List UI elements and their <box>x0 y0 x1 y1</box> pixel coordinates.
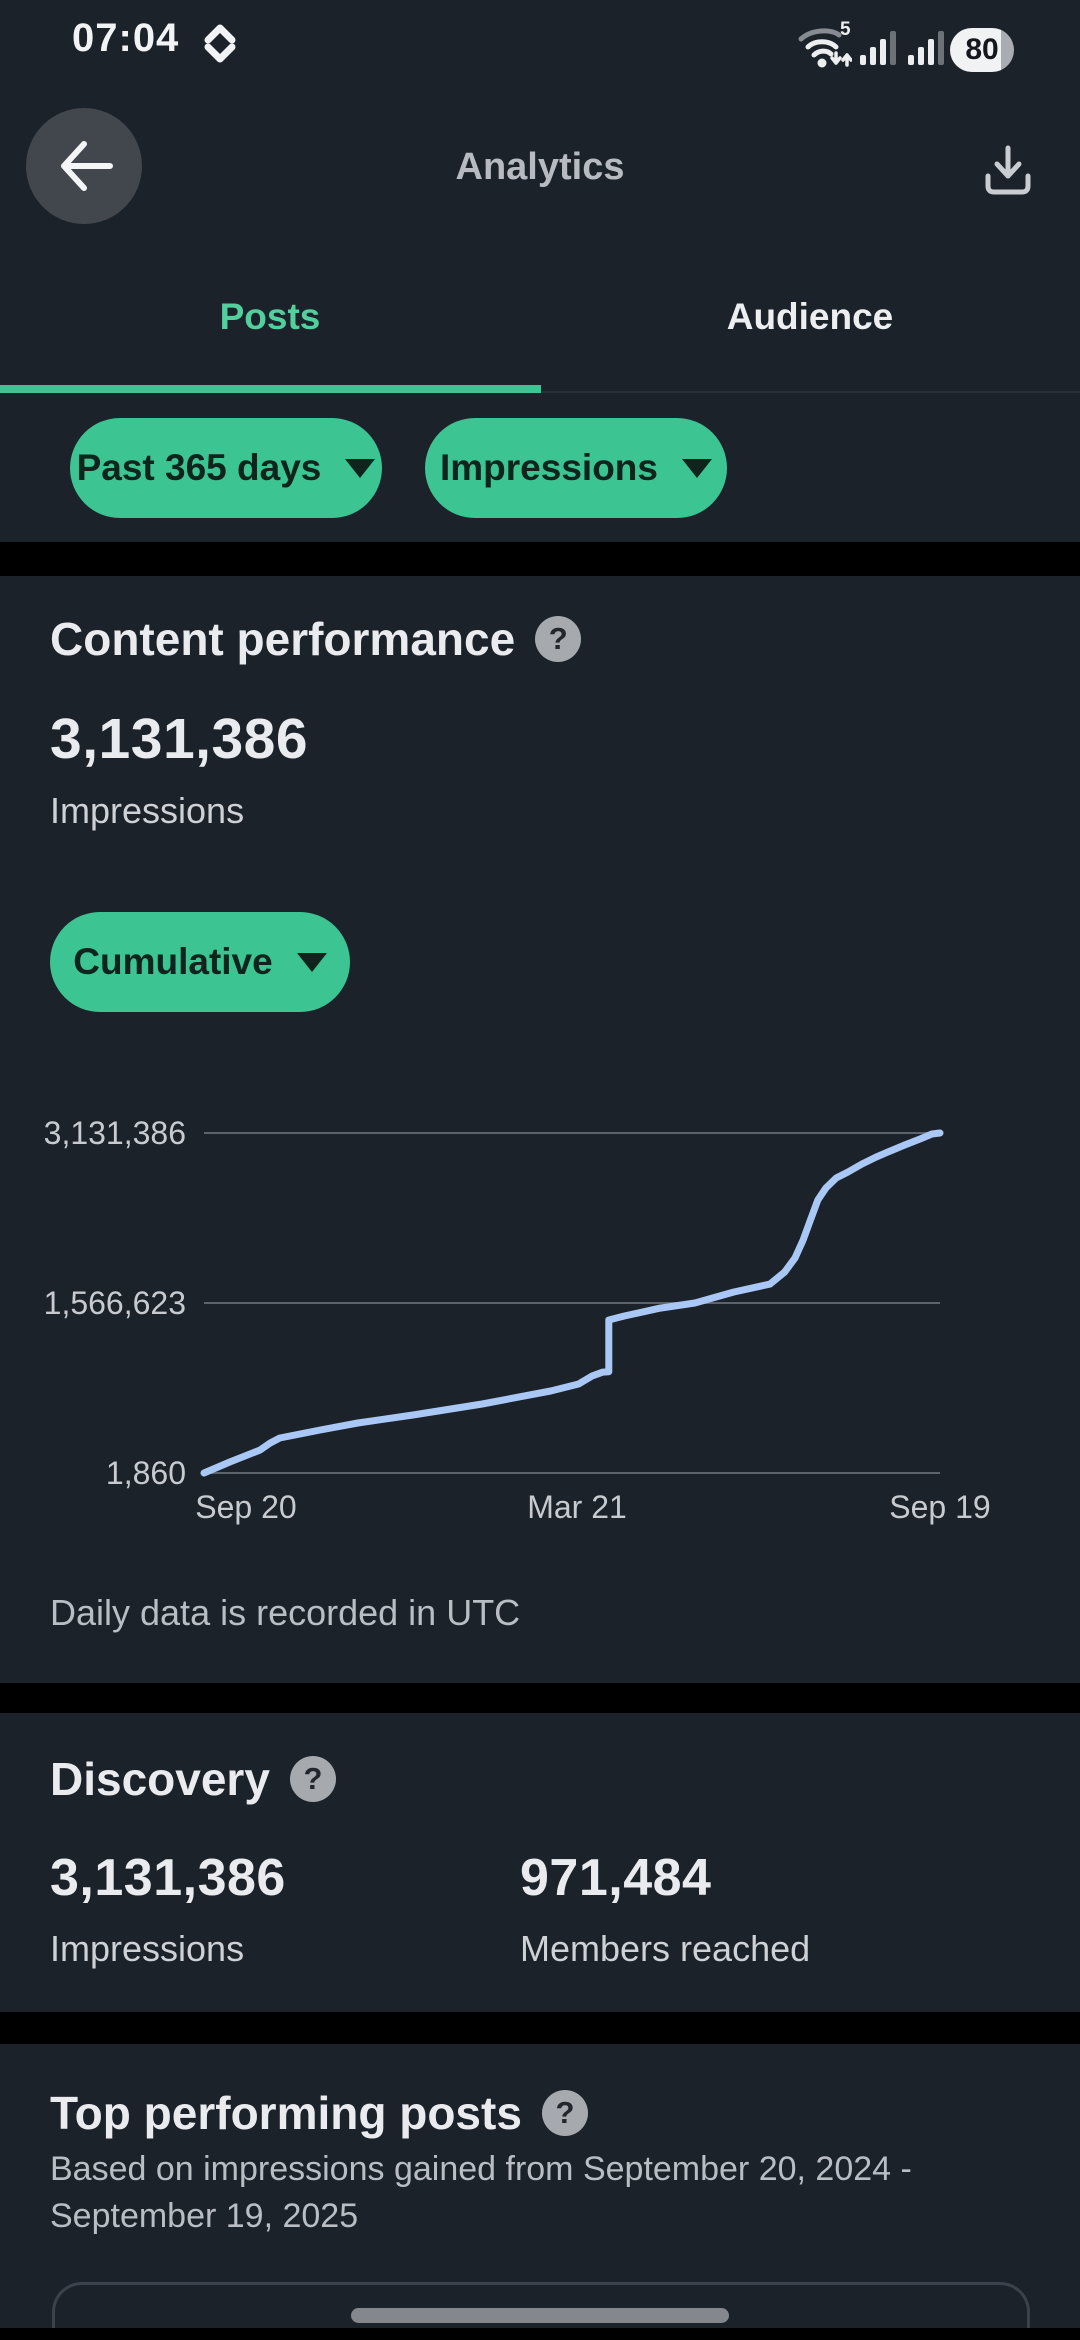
wifi-generation-label: 5 <box>840 20 851 40</box>
active-tab-underline <box>0 385 541 393</box>
chart-gridlines <box>204 1132 940 1474</box>
discovery-title: Discovery <box>50 1753 270 1805</box>
y-axis-tick: 1,566,623 <box>43 1285 186 1321</box>
stat-label: Members reached <box>520 1928 811 1969</box>
top-posts-title: Top performing posts <box>50 2087 522 2139</box>
download-button[interactable] <box>976 140 1040 202</box>
content-performance-heading: Content performance ? <box>50 612 582 666</box>
metric-filter[interactable]: Impressions <box>425 418 727 518</box>
home-indicator[interactable] <box>351 2308 729 2323</box>
stat-label: Impressions <box>50 1928 245 1969</box>
bottom-edge <box>0 2328 1080 2340</box>
x-axis-tick: Sep 19 <box>889 1489 991 1525</box>
tab-audience[interactable]: Audience <box>726 296 894 337</box>
battery-indicator: 80 <box>950 28 1014 72</box>
cumulative-label: Cumulative <box>73 941 273 982</box>
wifi-icon: 5 <box>796 19 853 75</box>
help-icon[interactable]: ? <box>535 616 582 662</box>
chevron-down-icon <box>681 458 712 478</box>
discovery-stat-impressions: 3,131,386 Impressions <box>50 1848 286 1970</box>
y-axis-tick: 3,131,386 <box>43 1115 186 1151</box>
section-separator <box>0 1683 1080 1713</box>
download-icon <box>985 145 1031 195</box>
cell-signal-icon-sim2 <box>908 26 946 73</box>
x-axis-tick: Mar 21 <box>527 1489 627 1525</box>
cumulative-impressions-line <box>200 1129 944 1477</box>
stat-value: 3,131,386 <box>50 1849 286 1907</box>
top-posts-subtitle: Based on impressions gained from Septemb… <box>50 2150 912 2235</box>
discovery-stat-members-reached: 971,484 Members reached <box>520 1848 810 1970</box>
y-axis-tick: 1,860 <box>105 1455 186 1491</box>
x-axis-tick: Sep 20 <box>195 1489 297 1525</box>
chevron-down-icon <box>345 458 376 478</box>
metric-label: Impressions <box>440 447 658 488</box>
chevron-down-icon <box>296 952 327 972</box>
tab-posts[interactable]: Posts <box>219 296 321 337</box>
top-posts-heading: Top performing posts ? <box>50 2086 588 2140</box>
section-separator <box>0 542 1080 576</box>
page-title: Analytics <box>455 146 625 188</box>
discovery-heading: Discovery ? <box>50 1752 336 1806</box>
impressions-total-label: Impressions <box>50 790 245 831</box>
date-range-label: Past 365 days <box>76 447 322 488</box>
date-range-filter[interactable]: Past 365 days <box>70 418 382 518</box>
status-time: 07:04 <box>72 16 180 60</box>
help-icon[interactable]: ? <box>541 2090 588 2136</box>
top-post-card[interactable] <box>52 2282 1030 2340</box>
stat-value: 971,484 <box>520 1849 712 1907</box>
help-icon[interactable]: ? <box>289 1756 336 1802</box>
content-performance-title: Content performance <box>50 613 516 665</box>
cell-signal-icon-sim1 <box>860 26 898 73</box>
section-separator <box>0 2012 1080 2044</box>
utc-footnote: Daily data is recorded in UTC <box>50 1592 521 1633</box>
back-arrow-icon <box>61 141 113 191</box>
battery-percent: 80 <box>965 33 999 66</box>
cumulative-toggle[interactable]: Cumulative <box>50 912 350 1012</box>
sync-icon <box>198 20 242 71</box>
impressions-total-value: 3,131,386 <box>50 707 309 771</box>
back-button[interactable] <box>26 108 142 224</box>
